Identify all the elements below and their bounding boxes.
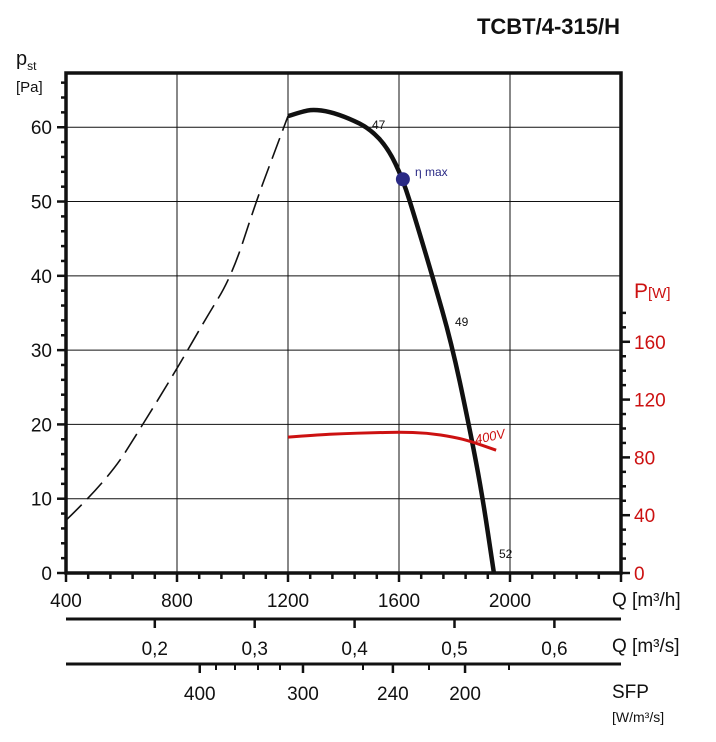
y2-tick-label: 120 <box>634 391 666 412</box>
y-tick-label: 20 <box>31 415 52 436</box>
annotations: 47 η max 49 52 400V <box>372 118 513 561</box>
m3s-tick-label: 0,6 <box>541 639 567 660</box>
x2-axis-label: Q [m³/s] <box>612 636 680 657</box>
y2-axis-label: P[W] <box>634 280 671 303</box>
eta-max-point <box>395 172 410 187</box>
eta-max-label: η max <box>415 165 448 179</box>
m3s-tick-label: 0,3 <box>241 639 267 660</box>
x-tick-label: 2000 <box>489 591 531 612</box>
series-pressure <box>287 107 497 574</box>
x-tick-label: 400 <box>50 591 82 612</box>
x-tick-label: 1600 <box>378 591 420 612</box>
y2-tick-label: 0 <box>634 564 645 585</box>
y-axis-unit: [Pa] <box>16 79 43 96</box>
grid-lines <box>66 73 621 573</box>
efficiency-label-52: 52 <box>499 547 513 561</box>
chart-title: TCBT/4-315/H <box>477 14 620 39</box>
m3s-tick-label: 0,2 <box>142 639 168 660</box>
series-400v <box>287 430 497 452</box>
y2-tick-label: 80 <box>634 448 655 469</box>
y-tick-label: 0 <box>41 564 52 585</box>
voltage-label-400v: 400V <box>474 426 508 447</box>
y-tick-label: 40 <box>31 267 52 288</box>
x-axis-label: Q [m³/h] <box>612 590 681 611</box>
y-tick-label: 60 <box>31 118 52 139</box>
y-axis-label: pst <box>16 48 37 73</box>
series-stall-region <box>65 115 289 521</box>
efficiency-label-49: 49 <box>455 315 469 329</box>
sfp-axis-label: SFP <box>612 682 649 703</box>
y2-tick-label: 160 <box>634 333 666 354</box>
plot-frame <box>64 71 623 575</box>
axis-ticks <box>57 81 630 673</box>
y-tick-label: 10 <box>31 490 52 511</box>
y-tick-label: 30 <box>31 341 52 362</box>
sfp-axis-unit: [W/m³/s] <box>612 709 664 725</box>
series-layer <box>65 107 497 574</box>
sfp-tick-label: 200 <box>449 684 481 705</box>
m3s-tick-label: 0,4 <box>341 639 368 660</box>
x-tick-label: 1200 <box>267 591 309 612</box>
tick-labels: 400 800 1200 1600 2000 0 10 20 30 40 50 60 0 40 80 120 1… <box>31 118 666 705</box>
y-tick-label: 50 <box>31 193 52 214</box>
x-tick-label: 800 <box>161 591 193 612</box>
sfp-tick-label: 300 <box>287 684 319 705</box>
efficiency-label-47: 47 <box>372 118 386 132</box>
sfp-tick-label: 400 <box>184 684 216 705</box>
m3s-tick-label: 0,5 <box>441 639 467 660</box>
sfp-tick-label: 240 <box>377 684 409 705</box>
y2-tick-label: 40 <box>634 506 655 527</box>
